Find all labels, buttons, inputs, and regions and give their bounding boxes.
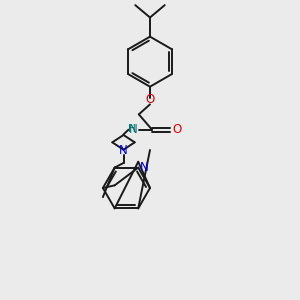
Text: N: N [129,123,137,136]
Text: N: N [140,161,149,174]
Text: O: O [146,93,154,106]
Text: N: N [119,144,128,158]
Text: O: O [172,123,182,136]
Text: H: H [128,124,135,134]
